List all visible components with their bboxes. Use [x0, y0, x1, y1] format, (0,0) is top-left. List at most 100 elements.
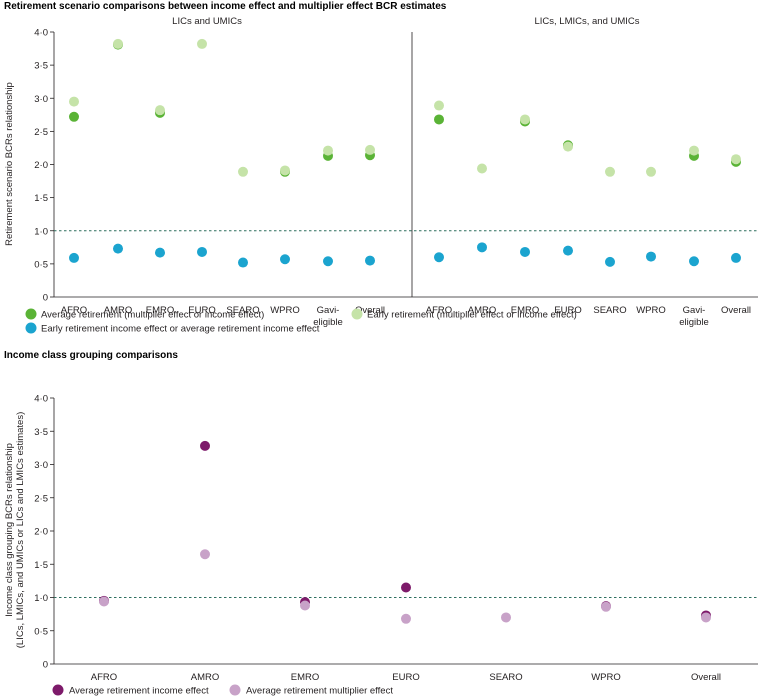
- bottom-y-axis-label-line2: (LICs, LMICs, and UMICs or LICs and LMIC…: [15, 412, 26, 649]
- data-point: [113, 243, 123, 254]
- legend-marker-early-retirement: [351, 308, 363, 320]
- y-tick-label: 4·0: [34, 28, 48, 39]
- data-point: [69, 252, 79, 263]
- right-panel-title: LICs, LMICs, and UMICs: [534, 16, 639, 27]
- legend-label-average-retirement: Average retirement (multiplier effect or…: [41, 310, 264, 321]
- data-point: [300, 600, 310, 611]
- legend-label-income-effect: Average retirement income effect: [69, 686, 209, 697]
- y-tick-label: 4·0: [34, 394, 48, 405]
- data-point: [280, 165, 290, 176]
- x-tick-label: Gavi-: [317, 305, 340, 316]
- x-tick-label: WPRO: [591, 672, 621, 683]
- data-point: [731, 154, 741, 165]
- data-point: [605, 166, 615, 177]
- legend-label-early-vs-average-income: Early retirement income effect or averag…: [41, 324, 320, 335]
- x-tick-label: EURO: [392, 672, 419, 683]
- x-tick-label: AFRO: [426, 305, 452, 316]
- data-point: [401, 613, 411, 624]
- legend-marker-average-retirement: [25, 308, 37, 320]
- data-point: [197, 38, 207, 49]
- data-point: [238, 166, 248, 177]
- y-tick-label: 2·0: [34, 527, 48, 538]
- top-right-panel: AFRO AMRO EMRO EURO SEARO WPRO Gavi-eligible Ov…: [426, 100, 751, 328]
- x-tick-label: WPRO: [636, 305, 666, 316]
- x-tick-label: Overall: [721, 305, 751, 316]
- x-tick-label: SEARO: [593, 305, 626, 316]
- top-y-axis-label: Retirement scenario BCRs relationship: [4, 82, 15, 246]
- top-section-title: Retirement scenario comparisons between …: [4, 1, 447, 12]
- data-point: [113, 38, 123, 49]
- bottom-axes: [53, 398, 758, 665]
- legend-marker-early-vs-average-income: [25, 322, 37, 334]
- x-tick-label: SEARO: [226, 305, 259, 316]
- x-tick-label: EMRO: [146, 305, 175, 316]
- x-tick-label: Overall: [355, 305, 385, 316]
- bottom-section-title: Income class grouping comparisons: [4, 350, 178, 361]
- y-tick-label: 2·0: [34, 160, 48, 171]
- x-tick-label: Overall: [691, 672, 721, 683]
- data-point: [365, 144, 375, 155]
- x-tick-label: AMRO: [191, 672, 220, 683]
- data-point: [520, 114, 530, 125]
- left-panel-title: LICs and UMICs: [172, 16, 242, 27]
- y-tick-label: 3·0: [34, 94, 48, 105]
- data-point: [434, 100, 444, 111]
- data-point: [477, 242, 487, 253]
- y-tick-label: 1·0: [34, 593, 48, 604]
- data-point: [689, 145, 699, 156]
- data-point: [69, 111, 79, 122]
- x-tick-label: EMRO: [511, 305, 540, 316]
- data-point: [401, 582, 411, 593]
- data-point: [323, 145, 333, 156]
- y-tick-label: 0·5: [34, 259, 48, 270]
- top-legend: Average retirement (multiplier effect or…: [25, 308, 577, 335]
- data-point: [646, 251, 656, 262]
- x-tick-label: eligible: [679, 317, 709, 328]
- data-point: [701, 612, 711, 623]
- x-tick-label: AFRO: [91, 672, 117, 683]
- x-tick-label: AMRO: [104, 305, 133, 316]
- data-point: [365, 255, 375, 266]
- data-point: [99, 596, 109, 607]
- data-point: [280, 254, 290, 265]
- data-point: [477, 163, 487, 174]
- y-tick-label: 1·5: [34, 193, 48, 204]
- legend-label-early-retirement: Early retirement (multiplier effect or i…: [367, 310, 577, 321]
- x-tick-label: EURO: [554, 305, 581, 316]
- data-point: [323, 256, 333, 267]
- top-y-ticks: 0 0·5 1·0 1·5 2·0 2·5 3·0 3·5 4·0: [34, 28, 54, 304]
- y-tick-label: 0: [43, 293, 48, 304]
- x-tick-label: EMRO: [291, 672, 320, 683]
- x-tick-label: AMRO: [468, 305, 497, 316]
- data-point: [605, 256, 615, 267]
- data-point: [200, 440, 210, 451]
- legend-marker-multiplier-effect: [229, 684, 241, 696]
- top-left-panel: AFRO AMRO EMRO EURO SEARO WPRO Gavi-eligible Ov…: [61, 38, 385, 328]
- y-tick-label: 0: [43, 660, 48, 671]
- y-tick-label: 2·5: [34, 127, 48, 138]
- bottom-panel: AFRO AMRO EMRO EURO SEARO WPRO Overall: [91, 440, 721, 683]
- data-point: [563, 141, 573, 152]
- x-tick-label: AFRO: [61, 305, 87, 316]
- data-point: [501, 612, 511, 623]
- legend-marker-income-effect: [52, 684, 64, 696]
- x-tick-label: SEARO: [489, 672, 522, 683]
- x-tick-label: WPRO: [270, 305, 300, 316]
- data-point: [601, 601, 611, 612]
- data-point: [731, 252, 741, 263]
- legend-label-multiplier-effect: Average retirement multiplier effect: [246, 686, 393, 697]
- data-point: [520, 246, 530, 257]
- data-point: [646, 166, 656, 177]
- bottom-y-ticks: 0 0·5 1·0 1·5 2·0 2·5 3·0 3·5 4·0: [34, 394, 54, 671]
- x-tick-label: Gavi-: [683, 305, 706, 316]
- data-point: [563, 245, 573, 256]
- y-tick-label: 0·5: [34, 626, 48, 637]
- y-tick-label: 1·0: [34, 226, 48, 237]
- bottom-legend: Average retirement income effect Average…: [52, 684, 393, 697]
- data-point: [155, 105, 165, 116]
- top-left-axes: [53, 32, 413, 298]
- data-point: [238, 257, 248, 268]
- y-tick-label: 3·5: [34, 61, 48, 72]
- data-point: [69, 96, 79, 107]
